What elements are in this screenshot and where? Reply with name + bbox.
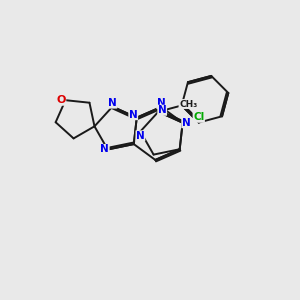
Text: N: N <box>158 105 167 115</box>
Text: N: N <box>129 110 138 120</box>
Text: N: N <box>157 98 166 108</box>
Text: CH₃: CH₃ <box>179 100 197 109</box>
Text: N: N <box>108 98 117 108</box>
Text: O: O <box>56 95 66 105</box>
Text: N: N <box>182 118 190 128</box>
Text: N: N <box>136 131 145 141</box>
Text: N: N <box>100 145 109 154</box>
Text: Cl: Cl <box>193 112 204 122</box>
